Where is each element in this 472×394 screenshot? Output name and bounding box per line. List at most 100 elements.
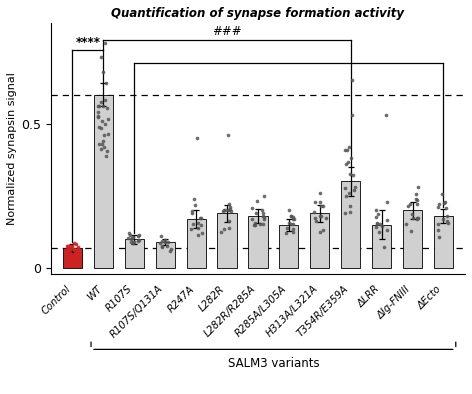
Point (412, 190, 420, 197)
Point (198, 221, 205, 228)
Point (341, 210, 348, 216)
Point (403, 221, 410, 228)
Point (101, 39, 109, 46)
Point (197, 215, 204, 221)
Point (285, 219, 293, 226)
Y-axis label: Normalized synapsin signal: Normalized synapsin signal (7, 72, 17, 225)
Point (438, 191, 446, 197)
Point (346, 208, 354, 215)
Point (220, 225, 228, 232)
Point (413, 214, 421, 221)
Point (97, 54, 105, 60)
Point (414, 184, 421, 190)
Point (75, 244, 82, 250)
Bar (186, 219, 206, 268)
Point (135, 233, 142, 239)
Point (379, 223, 386, 229)
Point (130, 240, 137, 246)
Point (97, 98, 105, 105)
Text: ###: ### (212, 25, 242, 38)
Point (135, 232, 143, 238)
Point (194, 220, 202, 227)
Bar (125, 239, 144, 268)
Point (435, 201, 442, 207)
Point (100, 143, 108, 150)
Bar (94, 95, 113, 268)
Point (221, 207, 228, 214)
Point (248, 216, 256, 222)
Point (103, 148, 110, 154)
Point (226, 201, 233, 207)
Point (318, 203, 325, 210)
Point (98, 125, 105, 132)
Point (167, 248, 174, 254)
Point (312, 199, 319, 206)
Point (101, 131, 108, 138)
Point (250, 222, 258, 228)
Point (414, 215, 421, 221)
Point (71, 248, 78, 254)
Point (73, 250, 80, 256)
Point (228, 207, 235, 214)
Point (349, 172, 357, 178)
Point (101, 121, 109, 127)
Point (168, 246, 175, 253)
Bar (372, 225, 391, 268)
Point (435, 234, 443, 240)
Point (372, 224, 380, 230)
Point (126, 232, 134, 238)
Point (63, 246, 71, 253)
Point (104, 116, 112, 123)
Point (382, 112, 389, 118)
Point (441, 199, 449, 205)
Point (225, 218, 233, 224)
Point (290, 216, 298, 223)
Point (129, 234, 137, 240)
Point (342, 160, 349, 167)
Point (380, 243, 388, 250)
Point (100, 138, 107, 145)
Point (316, 190, 324, 196)
Point (97, 146, 105, 152)
Point (131, 238, 138, 245)
Point (287, 213, 295, 219)
Point (126, 230, 133, 236)
Point (289, 229, 296, 235)
Bar (434, 216, 453, 268)
Point (194, 232, 202, 238)
Point (95, 102, 102, 109)
Point (98, 141, 105, 147)
Point (256, 221, 263, 227)
Text: ****: **** (76, 35, 101, 48)
Point (316, 199, 324, 205)
Point (283, 230, 290, 236)
Point (70, 240, 77, 247)
Point (99, 118, 106, 124)
Point (190, 196, 198, 202)
Point (191, 202, 199, 208)
Bar (248, 216, 268, 268)
Point (260, 221, 267, 228)
Point (372, 207, 380, 213)
Point (67, 245, 75, 251)
Bar (310, 213, 329, 268)
Point (224, 207, 231, 214)
Point (312, 218, 320, 224)
Point (69, 245, 76, 252)
Point (376, 221, 384, 227)
Point (311, 209, 318, 216)
Point (406, 201, 414, 207)
Point (372, 214, 379, 221)
Point (341, 147, 349, 153)
Point (193, 135, 201, 141)
Point (346, 171, 354, 178)
Point (94, 109, 101, 115)
Point (104, 131, 112, 138)
Point (413, 201, 421, 207)
Point (317, 229, 324, 235)
Point (100, 69, 107, 75)
Point (348, 112, 356, 118)
Point (253, 210, 260, 216)
Point (259, 207, 266, 213)
Bar (341, 182, 360, 268)
